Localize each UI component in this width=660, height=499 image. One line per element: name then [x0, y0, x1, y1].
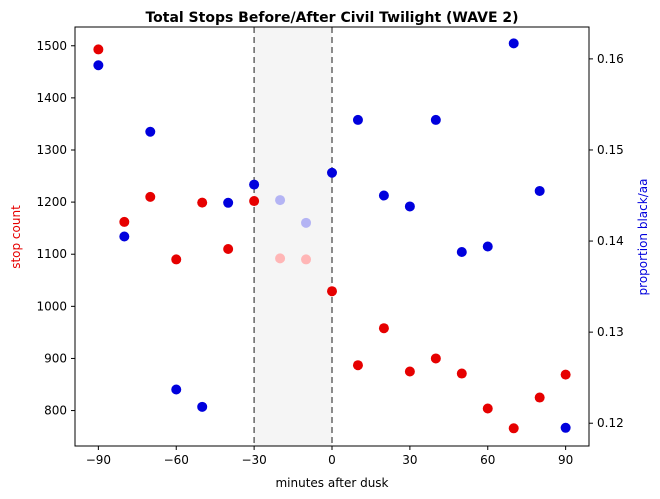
y-left-tick-label: 1400	[36, 91, 67, 105]
y-right-tick-label: 0.16	[597, 52, 624, 66]
shaded-region-layer	[254, 27, 332, 446]
y-left-tick-label: 1100	[36, 247, 67, 261]
data-point	[456, 246, 467, 257]
data-point	[223, 244, 234, 255]
data-point	[430, 114, 441, 125]
data-point	[93, 60, 104, 71]
data-point	[197, 401, 208, 412]
y-left-tick-label: 800	[44, 404, 67, 418]
data-point	[560, 422, 571, 433]
x-tick-label: 60	[480, 453, 495, 467]
data-point	[482, 241, 493, 252]
y-right-tick-label: 0.14	[597, 234, 624, 248]
y-right-ticks-layer: 0.12 0.13 0.14 0.15 0.16	[589, 52, 624, 430]
data-point	[93, 44, 104, 55]
data-point	[119, 231, 130, 242]
chart-title: Total Stops Before/After Civil Twilight …	[145, 10, 518, 26]
data-point	[145, 126, 156, 137]
y-left-tick-label: 900	[44, 351, 67, 365]
data-point	[352, 114, 363, 125]
x-axis-label: minutes after dusk	[275, 476, 388, 490]
shaded-band	[254, 27, 332, 446]
data-point	[275, 195, 286, 206]
data-point	[249, 196, 260, 207]
data-point	[508, 38, 519, 49]
data-point	[560, 369, 571, 380]
data-point	[456, 368, 467, 379]
data-point	[171, 254, 182, 265]
data-point	[404, 201, 415, 212]
x-tick-label: −30	[241, 453, 266, 467]
y-left-tick-label: 1500	[36, 39, 67, 53]
x-tick-label: −60	[164, 453, 189, 467]
y-right-axis-label: proportion black/aa	[636, 179, 650, 296]
y-left-ticks-layer: 800 900 1000 1100 1200 1300 1400 1500	[36, 39, 75, 418]
points-layer	[93, 38, 571, 434]
data-point	[249, 179, 260, 190]
data-point	[508, 423, 519, 434]
data-point	[275, 253, 286, 264]
x-tick-label: 0	[328, 453, 336, 467]
data-point	[327, 286, 337, 297]
x-tick-label: 30	[402, 453, 417, 467]
y-left-tick-label: 1000	[36, 299, 67, 313]
data-point	[145, 191, 156, 202]
y-right-tick-label: 0.12	[597, 416, 624, 430]
data-point	[301, 254, 312, 265]
y-left-tick-label: 1200	[36, 195, 67, 209]
y-left-tick-label: 1300	[36, 143, 67, 157]
y-left-axis-label: stop count	[9, 205, 23, 269]
data-point	[352, 360, 363, 371]
y-right-tick-label: 0.15	[597, 143, 624, 157]
x-ticks-layer: −90 −60 −30 0 30 60 90	[86, 446, 573, 467]
x-tick-label: 90	[558, 453, 573, 467]
data-point	[534, 185, 545, 196]
y-right-tick-label: 0.13	[597, 325, 624, 339]
data-point	[430, 353, 441, 364]
data-point	[404, 366, 415, 377]
data-point	[378, 190, 389, 201]
data-point	[171, 384, 182, 395]
data-point	[534, 392, 545, 403]
x-tick-label: −90	[86, 453, 111, 467]
data-point	[119, 216, 130, 227]
data-point	[378, 323, 389, 334]
data-point	[327, 167, 337, 178]
data-point	[301, 217, 312, 228]
data-point	[482, 403, 493, 414]
data-point	[197, 197, 208, 208]
data-point	[223, 197, 234, 208]
